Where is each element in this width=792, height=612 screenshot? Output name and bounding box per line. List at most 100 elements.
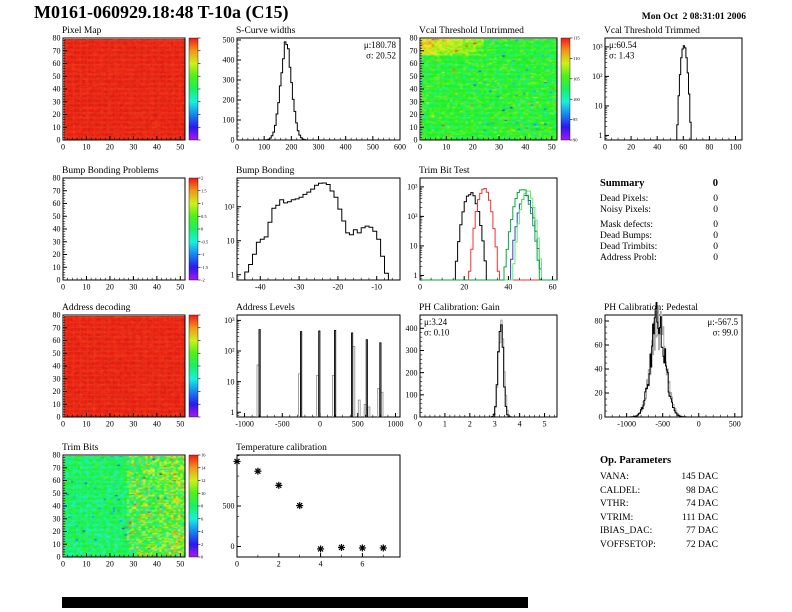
svg-text:70: 70	[53, 46, 61, 55]
svg-text:-2: -2	[201, 278, 205, 283]
plot-title: Address decoding	[62, 303, 131, 313]
svg-text:μ:-567.5: μ:-567.5	[707, 317, 738, 327]
ph-calibration-gain-plot: PH Calibration: Gain 0 1 2 3 4 5 0 100 200 300 400…	[392, 302, 565, 431]
svg-text:30: 30	[53, 237, 61, 246]
svg-text:-1000: -1000	[617, 420, 636, 429]
s-curve-widths-svg: 0 100 200 300 400 500 600 0 100 200 300 400 500 μ:180…	[223, 36, 407, 152]
ph-pedestal-svg: -1000 -500 0 500 0 20 40 60 80 μ:-567.5σ: 99.0	[595, 302, 743, 429]
svg-text:80: 80	[595, 317, 603, 326]
svg-text:10: 10	[227, 377, 235, 386]
vcal-untrimmed-svg: 0 10 20 30 40 50 0 10 20 30 40 50 60 70 80 115 110 105 100…	[410, 34, 581, 152]
svg-text:40: 40	[153, 560, 161, 569]
svg-text:μ:60.54: μ:60.54	[609, 40, 637, 50]
svg-text:80: 80	[53, 34, 61, 43]
svg-text:10²: 10²	[224, 347, 235, 356]
svg-text:60: 60	[549, 283, 557, 292]
param-row: Noisy Pixels: 0	[600, 205, 718, 215]
svg-text:10²: 10²	[224, 202, 235, 211]
trim-bit-test-svg: 0 20 40 60 1 10 10² 10³	[407, 177, 558, 292]
plot-title: Temperature calibration	[236, 443, 327, 453]
svg-text:10: 10	[442, 143, 450, 152]
svg-text:σ: 99.0: σ: 99.0	[713, 328, 739, 338]
svg-text:50: 50	[176, 283, 184, 292]
svg-text:1000: 1000	[387, 420, 403, 429]
svg-text:4: 4	[201, 529, 204, 534]
svg-text:10²: 10²	[592, 72, 603, 81]
summary-rows: Dead Pixels: 0 Noisy Pixels: 0 Mask defects:…	[600, 194, 718, 264]
svg-text:400: 400	[340, 143, 352, 152]
svg-text:40: 40	[153, 143, 161, 152]
svg-text:70: 70	[53, 186, 61, 195]
address-decoding-heatmap	[63, 315, 185, 417]
svg-text:60: 60	[679, 143, 687, 152]
param-row: VANA: 145 DAC	[600, 472, 718, 482]
svg-text:0: 0	[235, 143, 239, 152]
op-parameters-rows: VANA: 145 DAC CALDEL: 98 DAC VTHR: 74 DAC VTRI…	[600, 471, 718, 552]
svg-text:40: 40	[53, 362, 61, 371]
svg-text:10: 10	[53, 400, 61, 409]
svg-text:500: 500	[729, 420, 741, 429]
trim-bit-test-plot: Trim Bit Test 0 20 40 60 1 10 10² 10³	[392, 165, 565, 294]
address-levels-plot: Address Levels -1000 -500 0 500 1000 1 10 10² 10…	[209, 302, 408, 431]
svg-text:20: 20	[53, 250, 61, 259]
svg-text:500: 500	[352, 420, 364, 429]
svg-text:0: 0	[231, 136, 235, 145]
svg-text:40: 40	[504, 283, 512, 292]
svg-text:6: 6	[201, 516, 204, 521]
svg-text:200: 200	[285, 143, 297, 152]
svg-text:30: 30	[495, 143, 503, 152]
svg-text:10: 10	[82, 143, 90, 152]
s-curve-widths-plot: S-Curve widths 0 100 200 300 400 500 600 0 100 20…	[209, 25, 408, 154]
svg-text:40: 40	[53, 502, 61, 511]
svg-text:0: 0	[231, 542, 235, 551]
temp-calibration-svg: 0 2 4 6 0 500	[223, 454, 401, 569]
svg-text:600: 600	[394, 143, 406, 152]
summary-heading-row: Summary 0	[600, 178, 718, 189]
op-parameters-heading-row: Op. Parameters	[600, 455, 718, 466]
svg-text:500: 500	[367, 143, 379, 152]
svg-text:40: 40	[153, 420, 161, 429]
ph-gain-svg: 0 1 2 3 4 5 0 100 200 300 400 μ:3.24σ: 0.10	[406, 314, 558, 429]
svg-text:σ: 1.43: σ: 1.43	[609, 51, 635, 61]
svg-text:30: 30	[53, 97, 61, 106]
temperature-calibration-plot: Temperature calibration 0 2 4 6 0 500	[209, 442, 408, 571]
svg-text:20: 20	[627, 143, 635, 152]
vcal-threshold-trimmed-plot: Vcal Threshold Trimmed 0 20 40 60 80 100 1 10 10…	[577, 25, 750, 154]
plot-title: Vcal Threshold Trimmed	[604, 26, 700, 36]
svg-text:0: 0	[318, 420, 322, 429]
svg-text:80: 80	[705, 143, 713, 152]
param-row: CALDEL: 98 DAC	[600, 485, 718, 496]
bump-bonding-plot: Bump Bonding -40 -30 -20 -10 1 10 10²	[209, 165, 408, 294]
svg-text:0: 0	[61, 143, 65, 152]
svg-text:20: 20	[106, 420, 114, 429]
svg-text:300: 300	[406, 346, 418, 355]
pixel-map-svg: 0 10 20 30 40 50 0 10 20 30 40 50 60 70 80	[53, 34, 201, 152]
svg-text:60: 60	[595, 341, 603, 350]
svg-text:6: 6	[360, 560, 364, 569]
svg-text:0: 0	[61, 420, 65, 429]
svg-text:-1000: -1000	[235, 420, 254, 429]
svg-text:μ:3.24: μ:3.24	[424, 317, 448, 327]
svg-text:-40: -40	[255, 283, 266, 292]
svg-text:3: 3	[493, 420, 497, 429]
svg-text:14: 14	[201, 465, 206, 470]
svg-text:30: 30	[129, 560, 137, 569]
svg-text:2: 2	[468, 420, 472, 429]
plot-title: Trim Bits	[62, 443, 99, 453]
svg-text:10: 10	[595, 102, 603, 111]
svg-text:20: 20	[53, 527, 61, 536]
svg-text:10: 10	[410, 123, 418, 132]
param-row: Address Probl: 0	[600, 253, 718, 263]
svg-text:20: 20	[53, 387, 61, 396]
svg-text:50: 50	[176, 560, 184, 569]
svg-text:200: 200	[406, 368, 418, 377]
svg-text:50: 50	[176, 143, 184, 152]
svg-text:2: 2	[201, 542, 203, 547]
plot-title: Bump Bonding	[236, 166, 295, 176]
svg-text:10³: 10³	[407, 183, 418, 192]
trim-bits-plot: Trim Bits 0 10 20 30 40 50 0 10 20 30 40 50 60 70 80 16…	[35, 442, 211, 571]
svg-text:0: 0	[61, 283, 65, 292]
svg-text:10: 10	[53, 123, 61, 132]
op-parameters-heading: Op. Parameters	[600, 455, 672, 466]
svg-text:0: 0	[235, 560, 239, 569]
